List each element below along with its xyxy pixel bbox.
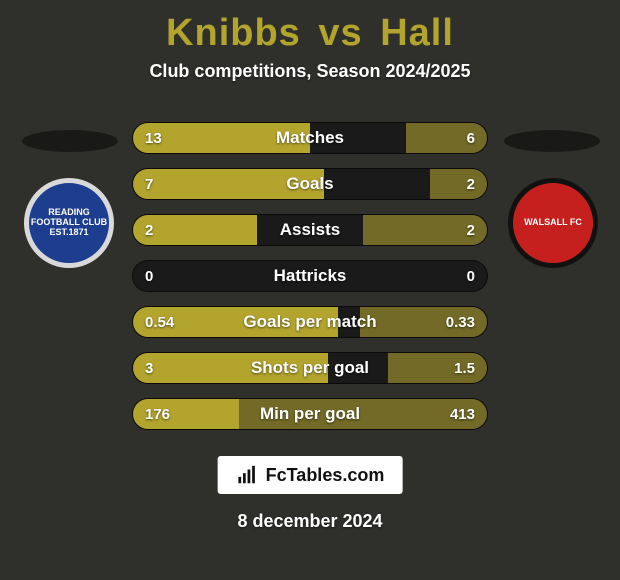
- stat-value-right: 6: [467, 123, 475, 153]
- stat-value-left: 0.54: [145, 307, 174, 337]
- stat-row: Hattricks0 0: [132, 260, 488, 292]
- stat-label: Matches: [133, 123, 487, 153]
- club-left-label: READING FOOTBALL CLUB EST.1871: [29, 208, 109, 238]
- stat-value-left: 176: [145, 399, 170, 429]
- stat-row: Min per goal176 413: [132, 398, 488, 430]
- stat-value-right: 413: [450, 399, 475, 429]
- stat-label: Assists: [133, 215, 487, 245]
- stat-value-right: 0.33: [446, 307, 475, 337]
- stat-value-left: 3: [145, 353, 153, 383]
- stat-label: Min per goal: [133, 399, 487, 429]
- stat-row: Matches13 6: [132, 122, 488, 154]
- club-badge-left: READING FOOTBALL CLUB EST.1871: [24, 178, 114, 268]
- stat-label: Hattricks: [133, 261, 487, 291]
- stat-row: Goals per match0.54 0.33: [132, 306, 488, 338]
- avatar-shadow-left: [22, 130, 118, 152]
- stat-value-right: 2: [467, 215, 475, 245]
- stat-value-right: 1.5: [454, 353, 475, 383]
- avatar-shadow-right: [504, 130, 600, 152]
- stat-value-left: 13: [145, 123, 162, 153]
- stat-row: Goals7 2: [132, 168, 488, 200]
- comparison-card: Knibbs vs Hall Club competitions, Season…: [0, 0, 620, 580]
- vs-label: vs: [312, 12, 368, 54]
- stat-value-left: 2: [145, 215, 153, 245]
- stat-label: Goals per match: [133, 307, 487, 337]
- branding-text: FcTables.com: [266, 465, 385, 486]
- stat-value-left: 7: [145, 169, 153, 199]
- club-right-label: WALSALL FC: [524, 218, 582, 228]
- subtitle: Club competitions, Season 2024/2025: [0, 61, 620, 82]
- branding-badge: FcTables.com: [218, 456, 403, 494]
- date-label: 8 december 2024: [0, 511, 620, 532]
- stat-value-left: 0: [145, 261, 153, 291]
- club-badge-right: WALSALL FC: [508, 178, 598, 268]
- stat-label: Goals: [133, 169, 487, 199]
- page-title: Knibbs vs Hall: [0, 8, 620, 55]
- stat-row: Assists2 2: [132, 214, 488, 246]
- player1-name: Knibbs: [166, 12, 301, 54]
- chart-icon: [236, 464, 258, 486]
- player2-name: Hall: [380, 12, 454, 54]
- stat-label: Shots per goal: [133, 353, 487, 383]
- stat-value-right: 2: [467, 169, 475, 199]
- stat-row: Shots per goal3 1.5: [132, 352, 488, 384]
- stat-value-right: 0: [467, 261, 475, 291]
- stat-rows: Matches136Goals72Assists22Hattricks00Goa…: [132, 122, 488, 430]
